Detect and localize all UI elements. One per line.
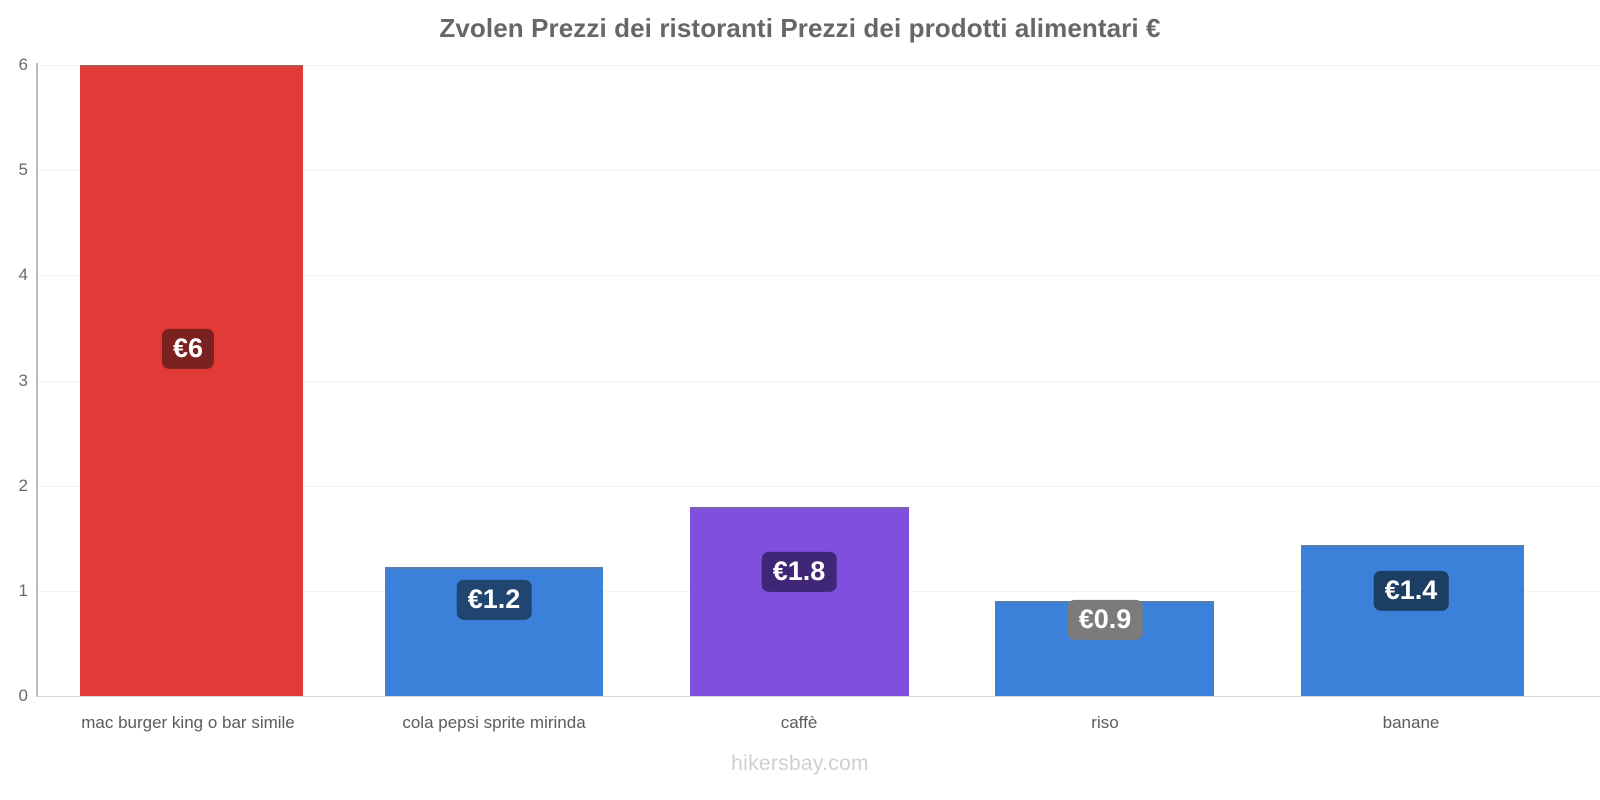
value-label-caffe: €1.8 [761, 551, 837, 593]
value-label-cola-pepsi-sprite-mirinda: €1.2 [456, 579, 532, 621]
gridline-2 [37, 486, 1600, 487]
x-label-riso: riso [1091, 713, 1119, 732]
x-label-cola-pepsi-sprite-mirinda: cola pepsi sprite mirinda [402, 713, 586, 732]
footer-credit: hikersbay.com [731, 752, 869, 775]
x-axis-line [37, 696, 1600, 697]
y-axis-line [36, 63, 38, 697]
bar-caffe[interactable] [690, 507, 909, 696]
bar-banane[interactable] [1301, 545, 1524, 696]
x-label-caffe: caffè [780, 713, 818, 732]
value-label-riso: €0.9 [1067, 599, 1143, 641]
x-label-banane: banane [1382, 713, 1440, 732]
gridline-6 [37, 65, 1600, 66]
x-label-mac-burger-king-o-bar-simile: mac burger king o bar simile [81, 713, 295, 732]
gridline-4 [37, 275, 1600, 276]
gridline-5 [37, 170, 1600, 171]
chart-title: Zvolen Prezzi dei ristoranti Prezzi dei … [439, 13, 1161, 43]
value-label-banane: €1.4 [1373, 570, 1449, 612]
gridline-3 [37, 381, 1600, 382]
value-label-mac-burger-king-o-bar-simile: €6 [161, 328, 215, 370]
bar-mac-burger-king-o-bar-simile[interactable] [80, 65, 303, 696]
